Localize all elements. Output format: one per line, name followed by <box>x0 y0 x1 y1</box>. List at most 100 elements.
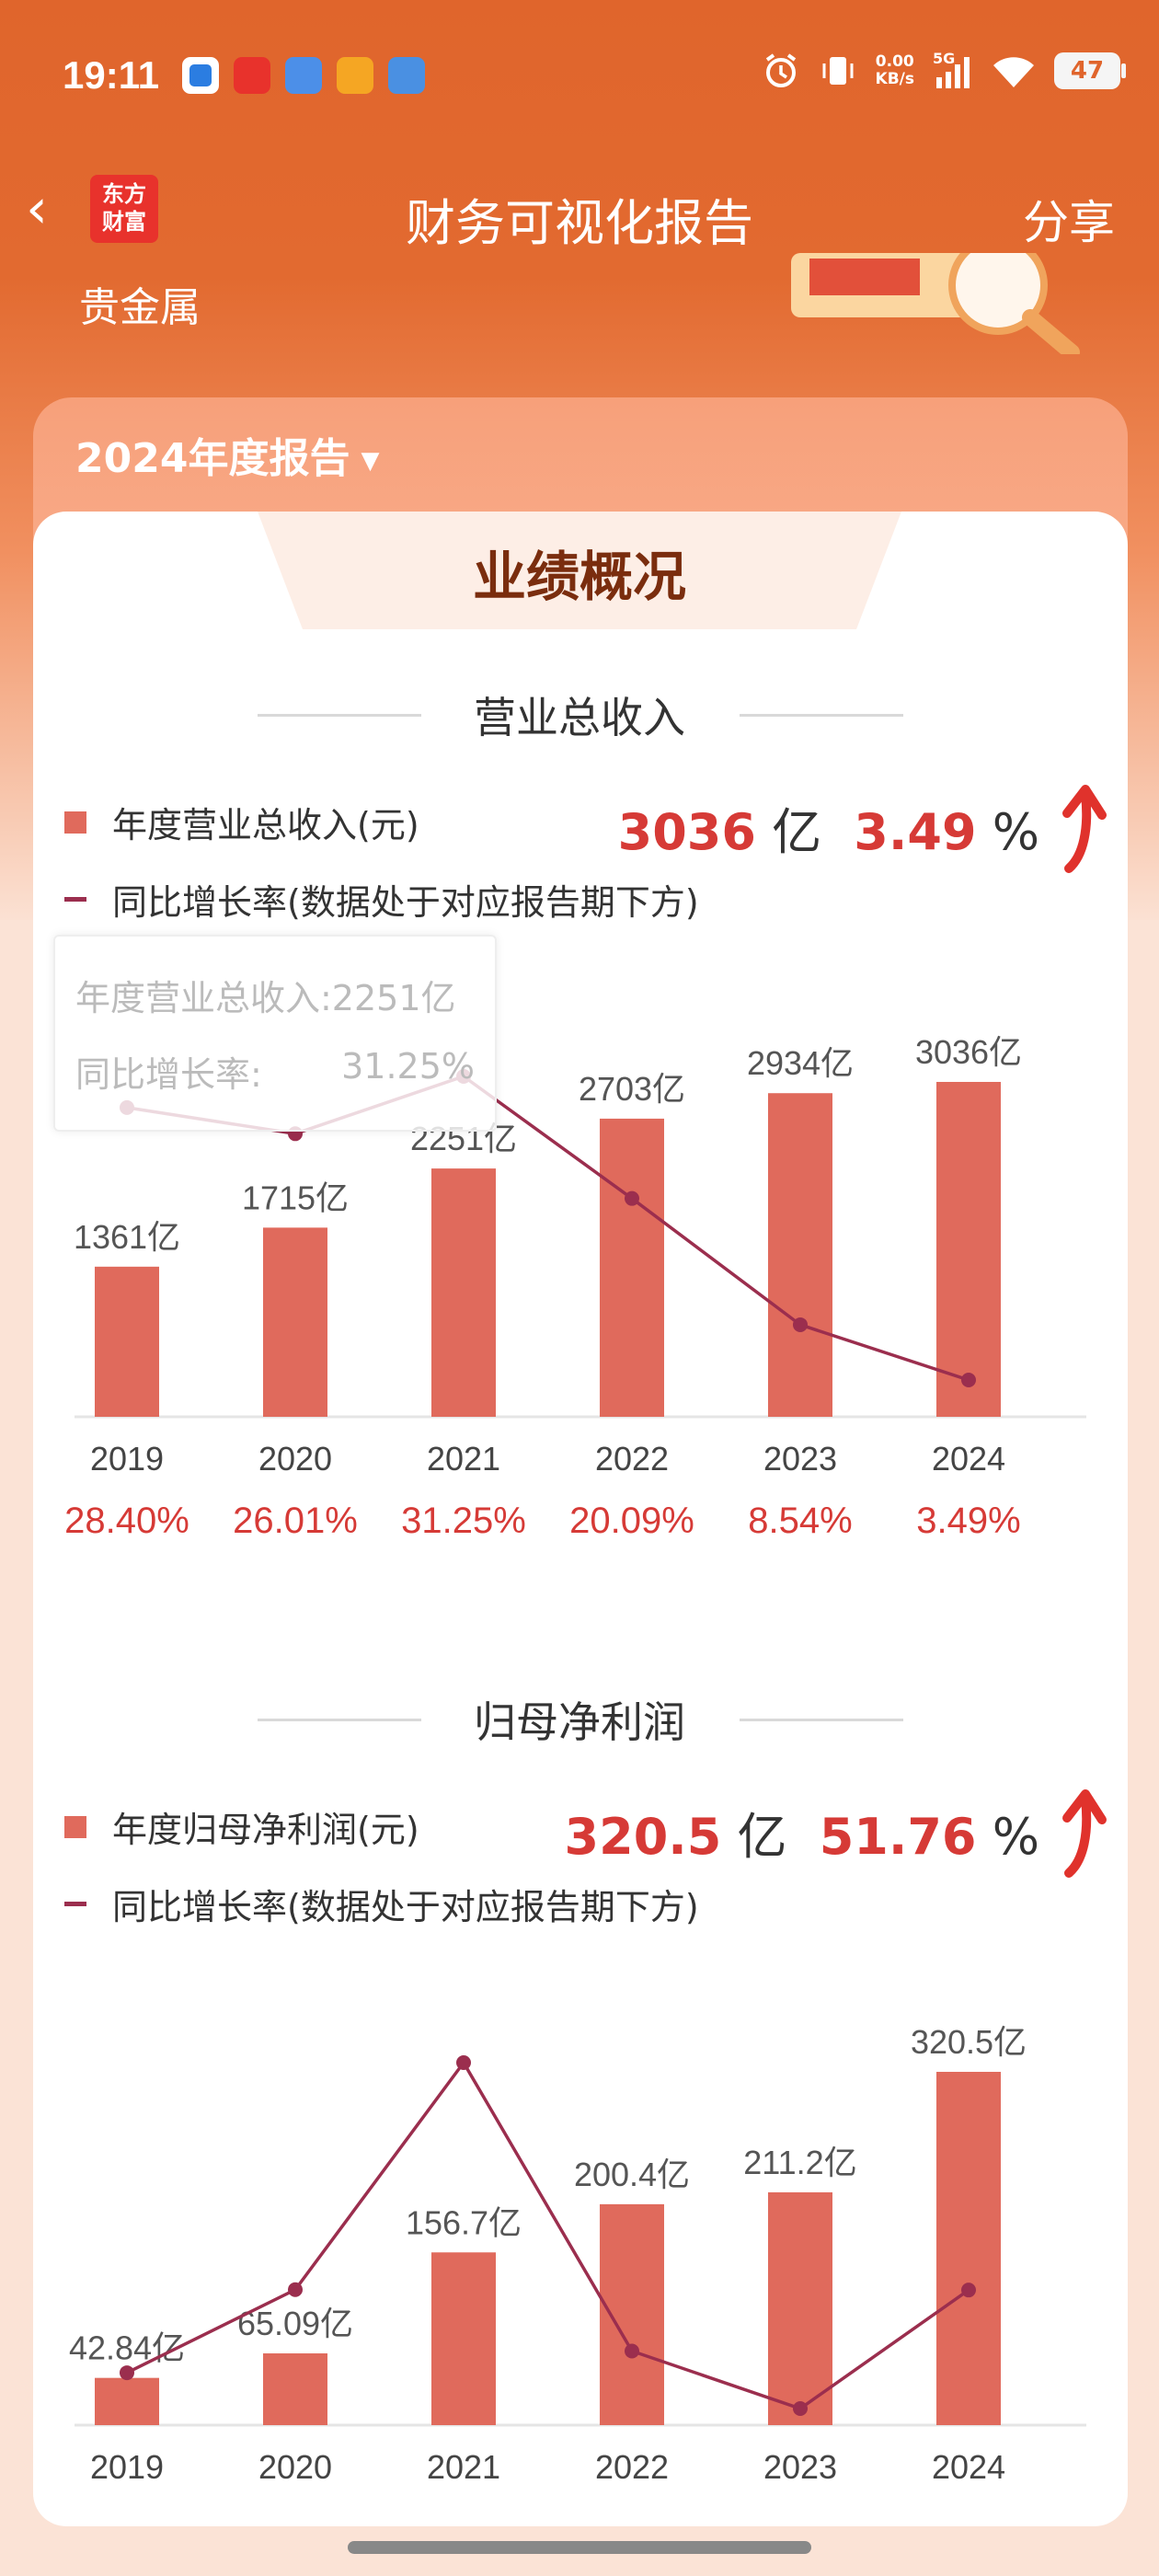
growth-rate-label: 31.25% <box>401 1501 526 1541</box>
industry-label: 贵金属 <box>79 284 201 331</box>
x-tick-label: 2024 <box>932 1440 1005 1478</box>
x-tick-label: 2022 <box>595 1440 669 1478</box>
bar <box>431 2252 496 2425</box>
x-tick-label: 2022 <box>595 2448 669 2486</box>
video-app-notification-icon <box>337 57 373 94</box>
alarm-icon <box>765 53 796 87</box>
tooltip-label: 年度营业总收入:2251亿 <box>75 978 456 1018</box>
status-time: 19:11 <box>63 53 160 97</box>
growth-point <box>120 2365 134 2381</box>
tooltip-value: 31.25% <box>341 1046 475 1087</box>
up-arrow-icon <box>1062 785 1107 873</box>
bar-value-label: 2934亿 <box>747 1044 854 1082</box>
growth-rate-label: 20.09% <box>569 1501 694 1541</box>
vibrate-icon <box>822 57 854 85</box>
x-tick-label: 2023 <box>763 2448 837 2486</box>
bar-value-label: 320.5亿 <box>911 2023 1027 2061</box>
legend-bar-swatch <box>64 811 86 834</box>
profit-chart[interactable]: 42.84亿 2019 65.09亿 2020 156.7亿 2021 200.4亿 2022… <box>33 1996 1128 2530</box>
legend-revenue-bar[interactable]: 年度营业总收入(元) <box>64 797 419 847</box>
legend-label: 年度归母净利润(元) <box>112 1810 419 1850</box>
notification-icons <box>182 57 425 94</box>
signal-icon: 5G <box>933 50 973 90</box>
profit-growth-value: 51.76 <box>819 1808 977 1866</box>
divider-line <box>740 714 903 717</box>
tooltip-row-growth: 同比增长率: 31.25% <box>75 1046 475 1097</box>
bar <box>936 1082 1001 1417</box>
legend-growth-line[interactable]: 同比增长率(数据处于对应报告期下方) <box>64 874 699 925</box>
tooltip-label: 同比增长率: <box>75 1054 262 1095</box>
back-button[interactable]: ‹ <box>26 177 48 241</box>
legend-bar-swatch <box>64 1815 86 1838</box>
bar-value-label: 1715亿 <box>242 1179 349 1216</box>
x-tick-label: 2019 <box>90 2448 164 2486</box>
wifi-icon <box>993 57 1034 87</box>
x-tick-label: 2023 <box>763 1440 837 1478</box>
home-indicator[interactable] <box>348 2541 811 2554</box>
app-notification-icon <box>285 57 322 94</box>
revenue-growth-value: 3.49 <box>854 803 977 861</box>
growth-rate-label: 3.49% <box>916 1501 1020 1541</box>
page-title: 财务可视化报告 <box>406 194 753 252</box>
revenue-unit: 亿 <box>772 803 822 861</box>
legend-profit-bar[interactable]: 年度归母净利润(元) <box>64 1801 419 1852</box>
revenue-growth-unit: % <box>992 803 1039 861</box>
caret-down-icon: ▼ <box>361 447 380 475</box>
logo-line2: 财富 <box>102 209 146 235</box>
taobao-notification-icon <box>234 57 270 94</box>
net-speed-value: 0.00 <box>875 52 914 71</box>
bar-value-label: 211.2亿 <box>743 2144 856 2181</box>
x-tick-label: 2021 <box>427 1440 500 1478</box>
battery-indicator: 47 <box>1054 52 1126 89</box>
growth-rate-label: 26.01% <box>233 1501 358 1541</box>
net-speed: 0.00 KB/s <box>876 53 914 88</box>
bar-value-label: 65.09亿 <box>237 2305 353 2342</box>
legend-label: 同比增长率(数据处于对应报告期下方) <box>112 1887 699 1927</box>
year-selector-label: 2024年度报告 <box>75 435 350 482</box>
chart-tooltip: 年度营业总收入:2251亿 同比增长率: 31.25% <box>53 935 497 1132</box>
bar <box>431 1168 496 1417</box>
growth-point <box>288 2282 303 2297</box>
growth-line <box>126 2059 970 2410</box>
growth-point <box>793 1317 808 1332</box>
nav-bar: ‹ 东方 财富 财务可视化报告 分享 <box>0 166 1159 258</box>
logo-line1: 东方 <box>102 181 146 207</box>
growth-point <box>793 2401 808 2416</box>
bar <box>768 2191 832 2425</box>
divider-line <box>258 714 421 717</box>
bar <box>263 2353 327 2425</box>
bar <box>95 2377 159 2425</box>
growth-point <box>456 2055 471 2070</box>
bar-value-label: 2703亿 <box>579 1070 685 1108</box>
growth-rate-label: 8.54% <box>748 1501 852 1541</box>
system-icons: 0.00 KB/s 5G 47 <box>762 50 1126 90</box>
bar-value-label: 156.7亿 <box>406 2203 522 2241</box>
growth-rate-label: 28.40% <box>64 1501 189 1541</box>
revenue-section-title: 营业总收入 <box>474 693 685 742</box>
x-tick-label: 2020 <box>258 2448 332 2486</box>
legend-label: 年度营业总收入(元) <box>112 805 419 845</box>
up-arrow-icon <box>1062 1789 1107 1878</box>
x-tick-label: 2024 <box>932 2448 1005 2486</box>
revenue-headline: 3036 亿 3.49 % <box>618 791 1039 864</box>
divider-line <box>258 1719 421 1721</box>
status-bar: 19:11 0.00 KB/s 5G 47 <box>0 0 1159 156</box>
growth-point <box>961 2283 976 2298</box>
profit-growth-unit: % <box>992 1808 1039 1866</box>
legend-line-swatch <box>64 897 86 902</box>
legend-growth-line[interactable]: 同比增长率(数据处于对应报告期下方) <box>64 1879 699 1929</box>
x-tick-label: 2020 <box>258 1440 332 1478</box>
profit-headline: 320.5 亿 51.76 % <box>565 1796 1039 1869</box>
app-notification-icon <box>182 57 219 94</box>
signal-label: 5G <box>933 50 956 67</box>
bar <box>95 1266 159 1417</box>
growth-point <box>625 1190 639 1206</box>
x-tick-label: 2019 <box>90 1440 164 1478</box>
tab-performance-overview: 业绩概况 <box>472 546 686 608</box>
bar <box>263 1227 327 1417</box>
magnifier-illustration <box>791 253 1080 354</box>
share-button[interactable]: 分享 <box>1023 196 1115 249</box>
year-selector[interactable]: 2024年度报告 ▼ <box>75 425 379 484</box>
divider-line <box>740 1719 903 1721</box>
bar-value-label: 3036亿 <box>915 1033 1022 1071</box>
